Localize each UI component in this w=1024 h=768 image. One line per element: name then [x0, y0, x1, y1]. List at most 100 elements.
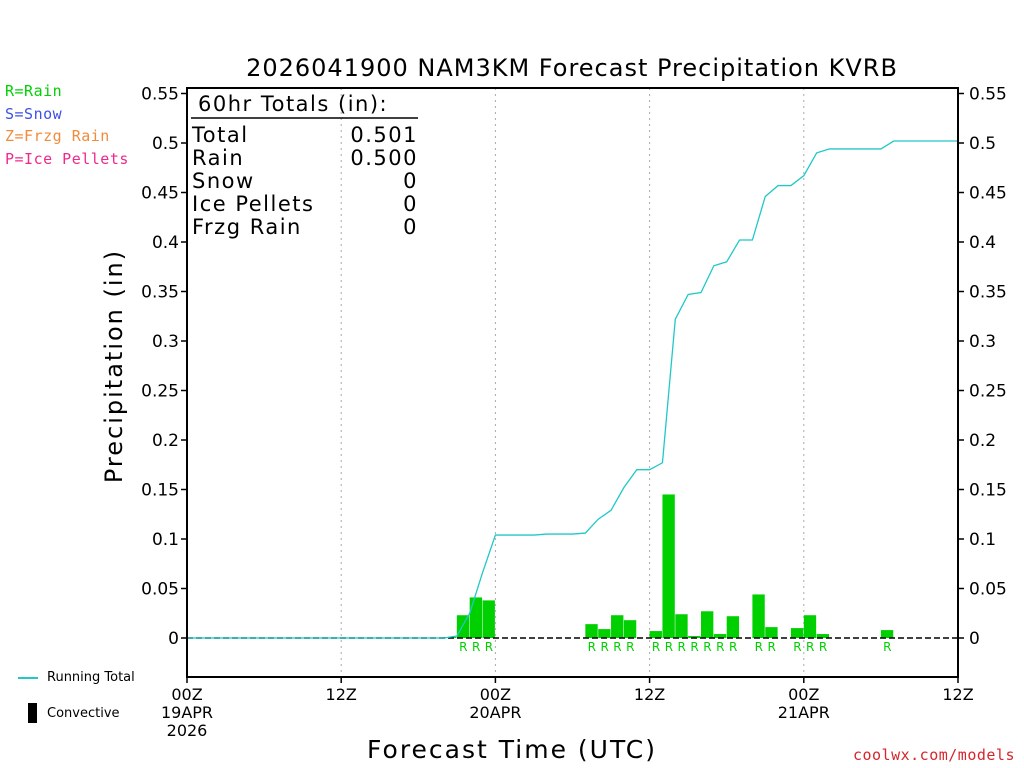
y-tick-label-right: 0.35	[969, 283, 1007, 303]
y-tick-label-left: 0.1	[152, 530, 179, 550]
precip-bar-45h	[752, 594, 765, 638]
convective-swatch	[28, 703, 37, 723]
precip-bar-50h	[816, 634, 829, 638]
precip-type-letter: R	[588, 640, 596, 654]
y-tick-label-left: 0.35	[141, 283, 179, 303]
legend-snow: S=Snow	[5, 105, 63, 123]
credit-link[interactable]: coolwx.com/models	[852, 746, 1015, 764]
totals-heading: 60hr Totals (in):	[198, 92, 388, 116]
precip-type-letter: R	[459, 640, 467, 654]
x-tick-label: 00Z	[788, 685, 819, 704]
y-axis-title: Precipitation (in)	[100, 249, 128, 483]
x-tick-label: 00Z	[171, 685, 202, 704]
precip-type-letter: R	[768, 640, 776, 654]
legend-ice-pellets: P=Ice Pellets	[5, 150, 129, 168]
y-tick-label-right: 0.45	[969, 184, 1007, 204]
plot-border	[186, 87, 959, 678]
precip-type-letter: R	[472, 640, 480, 654]
totals-label: Snow	[192, 169, 255, 193]
running-total-polyline	[187, 140, 958, 639]
y-tick-label-left: 0.45	[141, 184, 179, 204]
y-tick-label-left: 0.2	[152, 431, 179, 451]
y-tick-label-right: 0	[969, 629, 980, 649]
running-total-swatch	[18, 677, 38, 679]
precip-type-letter: R	[626, 640, 634, 654]
y-tick-label-left: 0.05	[141, 580, 179, 600]
y-tick-label-right: 0.15	[969, 481, 1007, 501]
running-total-line	[187, 140, 958, 639]
x-tick-label: 00Z	[480, 685, 511, 704]
totals-label: Frzg Rain	[192, 215, 302, 239]
plot-frame	[186, 87, 959, 678]
totals-value: 0	[403, 192, 418, 216]
totals-label: Ice Pellets	[192, 192, 314, 216]
precip-bar-35h	[623, 620, 637, 638]
x-tick-label: 12Z	[326, 685, 357, 704]
precip-type-letter: R	[883, 640, 891, 654]
y-tick-label-left: 0.25	[141, 382, 179, 402]
y-tick-label-right: 0.25	[969, 382, 1007, 402]
precip-type-letter: R	[819, 640, 827, 654]
precip-bars	[444, 494, 894, 638]
totals-rows: Total 0.501 Rain 0.500 Snow 0 Ice Pellets 0 Frzg…	[191, 123, 418, 239]
precip-bar-39h	[675, 614, 688, 638]
y-tick-label-right: 0.4	[969, 233, 996, 253]
y-tick-label-left: 0.4	[152, 233, 179, 253]
precip-bar-49h	[803, 615, 817, 638]
precip-type-letter: R	[600, 640, 608, 654]
x-tick-label: 20APR	[469, 703, 521, 722]
precip-type-letter: R	[729, 640, 737, 654]
precip-bar-48h	[790, 628, 804, 638]
precip-type-letter: R	[703, 640, 711, 654]
x-tick-label: 19APR	[161, 703, 213, 722]
precip-bar-46h	[765, 627, 778, 638]
precip-type-letter: R	[665, 640, 673, 654]
precip-type-letter: R	[690, 640, 698, 654]
totals-label: Rain	[192, 146, 244, 170]
x-tick-label: 12Z	[942, 685, 973, 704]
y-tick-label-right: 0.05	[969, 580, 1007, 600]
precip-bar-34h	[611, 615, 624, 638]
x-axis-title: Forecast Time (UTC)	[367, 735, 657, 764]
x-tick-label: 2026	[167, 721, 208, 740]
precip-bar-43h	[726, 616, 740, 638]
y-tick-label-left: 0.3	[152, 332, 179, 352]
precip-bar-33h	[598, 629, 611, 638]
y-tick-label-right: 0.55	[969, 85, 1007, 105]
precip-bar-38h	[662, 494, 675, 638]
totals-box: 60hr Totals (in): Total 0.501 Rain 0.500 Sno…	[191, 92, 418, 239]
y-axis-right: 0 0.05 0.1 0.15 0.2 0.25 0.3 0.35 0.4 0.45 0.5 0.55	[958, 85, 1007, 649]
y-tick-label-right: 0.3	[969, 332, 996, 352]
precip-type-letter: R	[806, 640, 814, 654]
precip-type-letter: R	[485, 640, 493, 654]
precip-bar-32h	[585, 624, 598, 638]
precip-bar-55h	[880, 630, 894, 638]
y-tick-label-left: 0.55	[141, 85, 179, 105]
y-tick-label-right: 0.1	[969, 530, 996, 550]
precip-type-letter: R	[755, 640, 763, 654]
totals-value: 0.501	[350, 123, 418, 147]
totals-label: Total	[191, 123, 249, 147]
chart-title: 2026041900 NAM3KM Forecast Precipitation…	[246, 54, 898, 82]
y-tick-label-left: 0.5	[152, 134, 179, 154]
precip-bar-23h	[469, 597, 483, 638]
precip-bar-41h	[701, 611, 714, 638]
precip-type-letter: R	[716, 640, 724, 654]
precip-type-letter: R	[678, 640, 686, 654]
totals-value: 0	[403, 215, 418, 239]
totals-value: 0	[403, 169, 418, 193]
legend-rain: R=Rain	[5, 82, 63, 100]
x-tick-label: 21APR	[778, 703, 830, 722]
running-total-label: Running Total	[47, 670, 135, 685]
precip-type-letter: R	[613, 640, 621, 654]
precip-bar-37h	[649, 631, 662, 638]
grid-lines	[340, 88, 805, 677]
y-tick-label-right: 0.5	[969, 134, 996, 154]
legend-frzg-rain: Z=Frzg Rain	[5, 127, 110, 145]
precip-bar-42h	[713, 634, 727, 638]
y-tick-label-left: 0	[168, 629, 179, 649]
precip-type-letter: R	[793, 640, 801, 654]
